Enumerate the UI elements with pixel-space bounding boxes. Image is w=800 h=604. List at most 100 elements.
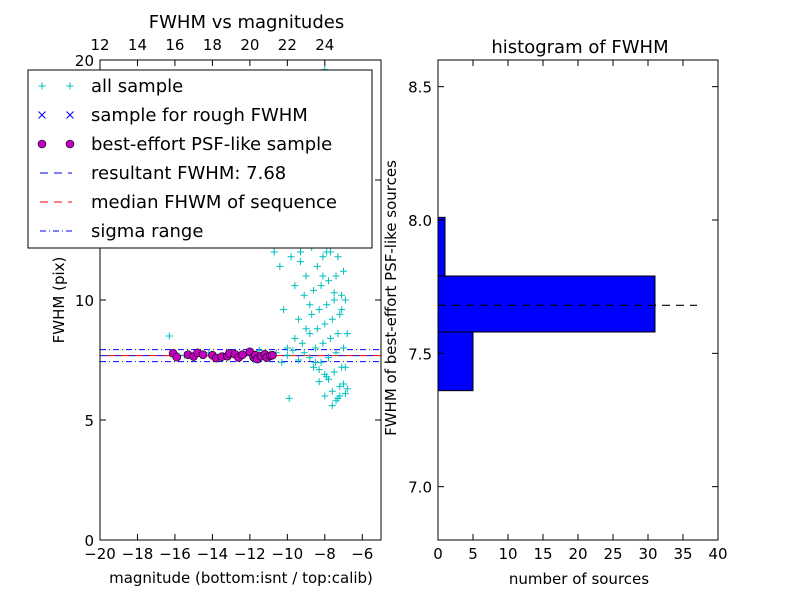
all-sample-point (306, 330, 314, 338)
all-sample-point (313, 262, 321, 270)
top-tick-label: 24 (315, 36, 334, 54)
all-sample-point (289, 346, 297, 354)
all-sample-point (302, 272, 310, 280)
legend-marker-rough-sample (38, 111, 46, 119)
x-tick-label: −20 (84, 545, 116, 563)
all-sample-point (326, 248, 334, 256)
all-sample-point (270, 248, 278, 256)
all-sample-point (317, 282, 325, 290)
hist-x-tick-label: 25 (603, 545, 622, 563)
legend-marker-all-sample (66, 82, 74, 90)
right-y-axis-label: FWHM of best-effort PSF-like sources (382, 160, 400, 436)
all-sample-point (291, 334, 299, 342)
histogram-bar (437, 216, 446, 277)
all-sample-point (338, 363, 346, 371)
psf-sample-point (268, 350, 277, 360)
all-sample-point (298, 339, 306, 347)
all-sample-point (310, 363, 318, 371)
top-tick-label: 14 (128, 36, 147, 54)
all-sample-point (343, 330, 351, 338)
legend-marker-psf-sample (37, 139, 47, 149)
legend-marker-psf-sample (65, 139, 75, 149)
y-tick-label: 0 (84, 532, 94, 550)
all-sample-point (300, 291, 308, 299)
right-x-axis-label: number of sources (509, 570, 649, 588)
histogram-bar (437, 275, 656, 333)
all-sample-point (276, 262, 284, 270)
all-sample-point (330, 289, 338, 297)
legend-entry-label: resultant FWHM: 7.68 (91, 163, 286, 184)
hist-x-tick-label: 20 (568, 545, 587, 563)
all-sample-point (343, 385, 351, 393)
x-tick-label: −16 (159, 545, 191, 563)
hist-y-tick-label: 8.0 (408, 212, 432, 230)
all-sample-point (338, 306, 346, 314)
y-tick-label: 10 (75, 292, 94, 310)
hist-y-tick-label: 7.0 (408, 479, 432, 497)
all-sample-point (285, 394, 293, 402)
all-sample-point (336, 382, 344, 390)
all-sample-point (319, 339, 327, 347)
all-sample-point (338, 291, 346, 299)
all-sample-point (296, 248, 304, 256)
all-sample-point (313, 325, 321, 333)
all-sample-point (306, 354, 314, 362)
histogram-bar (437, 331, 474, 392)
all-sample-point (319, 253, 327, 261)
legend-entry-label: median FHWM of sequence (91, 192, 337, 213)
x-tick-label: −10 (272, 545, 304, 563)
all-sample-point (340, 344, 348, 352)
legend-marker-rough-sample (66, 111, 74, 119)
all-sample-point (317, 358, 325, 366)
top-tick-label: 18 (203, 36, 222, 54)
all-sample-point (328, 402, 336, 410)
left-y-axis-label: FWHM (pix) (50, 257, 68, 344)
all-sample-point (296, 258, 304, 266)
all-sample-point (323, 301, 331, 309)
all-sample-point (295, 356, 303, 364)
hist-x-tick-label: 0 (433, 545, 443, 563)
legend-entry-label: sigma range (91, 221, 203, 242)
all-sample-point (302, 325, 310, 333)
hist-x-tick-label: 5 (468, 545, 478, 563)
hist-x-tick-label: 40 (708, 545, 727, 563)
all-sample-point (321, 320, 329, 328)
all-sample-point (341, 296, 349, 304)
hist-x-tick-label: 30 (638, 545, 657, 563)
legend-entry-label: best-effort PSF-like sample (91, 134, 332, 155)
all-sample-point (328, 387, 336, 395)
x-tick-label: −12 (234, 545, 266, 563)
hist-y-tick-label: 7.5 (408, 345, 432, 363)
all-sample-point (278, 358, 286, 366)
hist-x-tick-label: 10 (498, 545, 517, 563)
all-sample-point (332, 349, 340, 357)
all-sample-point (165, 332, 173, 340)
right-chart-title: histogram of FWHM (491, 37, 668, 58)
all-sample-point (321, 392, 329, 400)
x-tick-label: −6 (351, 545, 373, 563)
all-sample-point (283, 351, 291, 359)
all-sample-point (315, 378, 323, 386)
left-chart-title: FWHM vs magnitudes (149, 12, 344, 33)
legend-marker-all-sample (38, 82, 46, 90)
psf-sample-point (198, 350, 208, 360)
hist-x-tick-label: 35 (673, 545, 692, 563)
all-sample-point (295, 315, 303, 323)
top-tick-label: 12 (90, 36, 109, 54)
all-sample-point (326, 334, 334, 342)
all-sample-point (308, 310, 316, 318)
all-sample-point (325, 277, 333, 285)
all-sample-point (306, 301, 314, 309)
all-sample-point (334, 394, 342, 402)
all-sample-point (300, 349, 308, 357)
all-sample-point (341, 390, 349, 398)
hist-y-tick-label: 8.5 (408, 79, 432, 97)
all-sample-point (334, 330, 342, 338)
all-sample-point (340, 267, 348, 275)
left-x-axis-label: magnitude (bottom:isnt / top:calib) (109, 569, 373, 587)
all-sample-point (328, 315, 336, 323)
legend-entry-label: all sample (91, 76, 183, 97)
all-sample-point (283, 344, 291, 352)
all-sample-point (315, 366, 323, 374)
